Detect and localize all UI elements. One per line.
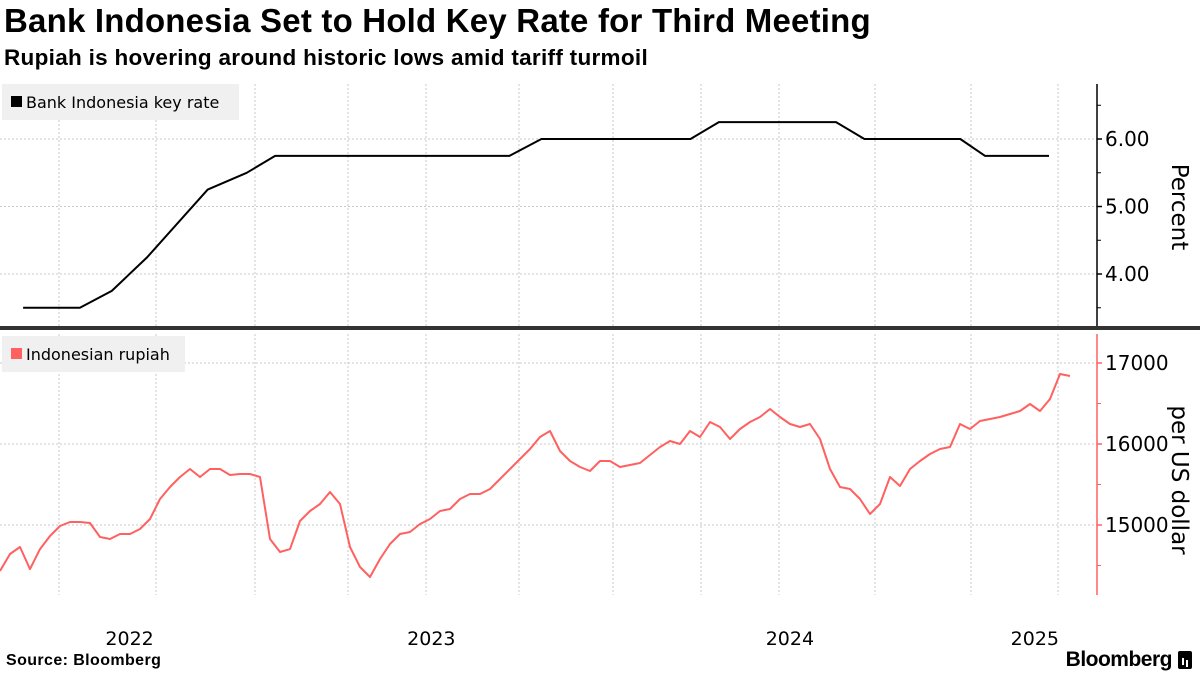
gridlines <box>0 84 1097 595</box>
y-tick-label: 17000 <box>1105 351 1169 375</box>
legend-swatch-rate <box>11 96 22 107</box>
y-tick-label: 16000 <box>1105 432 1169 456</box>
y-axis-label-top: Percent <box>1166 164 1192 251</box>
x-tick-label: 2022 <box>105 628 153 650</box>
terminal-icon <box>1178 651 1192 669</box>
y-axis-label-bottom: per US dollar <box>1166 405 1192 555</box>
source-note: Source: Bloomberg <box>6 652 162 669</box>
bloomberg-logo: Bloomberg <box>1066 648 1192 672</box>
series <box>0 121 1071 578</box>
x-tick-label: 2025 <box>1011 628 1059 650</box>
x-tick-label: 2023 <box>407 628 455 650</box>
legend-rupiah: Indonesian rupiah <box>2 336 185 372</box>
legend-label-rupiah: Indonesian rupiah <box>26 345 170 364</box>
x-tick-label: 2024 <box>766 628 814 650</box>
y-tick-label: 15000 <box>1105 513 1169 537</box>
legend-background <box>2 84 239 120</box>
legend-key-rate: Bank Indonesia key rate <box>2 84 239 120</box>
y-tick-label: 4.00 <box>1105 262 1150 286</box>
y-tick-label: 6.00 <box>1105 127 1150 151</box>
y-tick-label: 5.00 <box>1105 195 1150 219</box>
axes: 4.00 5.00 6.00 15000 16000 17000 2022 2023 2024 2… <box>105 84 1169 650</box>
key-rate-line <box>23 121 1049 309</box>
chart-title: Bank Indonesia Set to Hold Key Rate for … <box>4 2 871 39</box>
legend-background <box>2 336 185 372</box>
panel-separator[interactable] <box>0 326 1200 330</box>
legend-swatch-rupiah <box>11 348 22 359</box>
logo-text: Bloomberg <box>1065 648 1173 671</box>
legend-label-rate: Bank Indonesia key rate <box>26 93 219 112</box>
rupiah-line <box>0 373 1071 578</box>
chart-subtitle: Rupiah is hovering around historic lows … <box>4 45 649 70</box>
